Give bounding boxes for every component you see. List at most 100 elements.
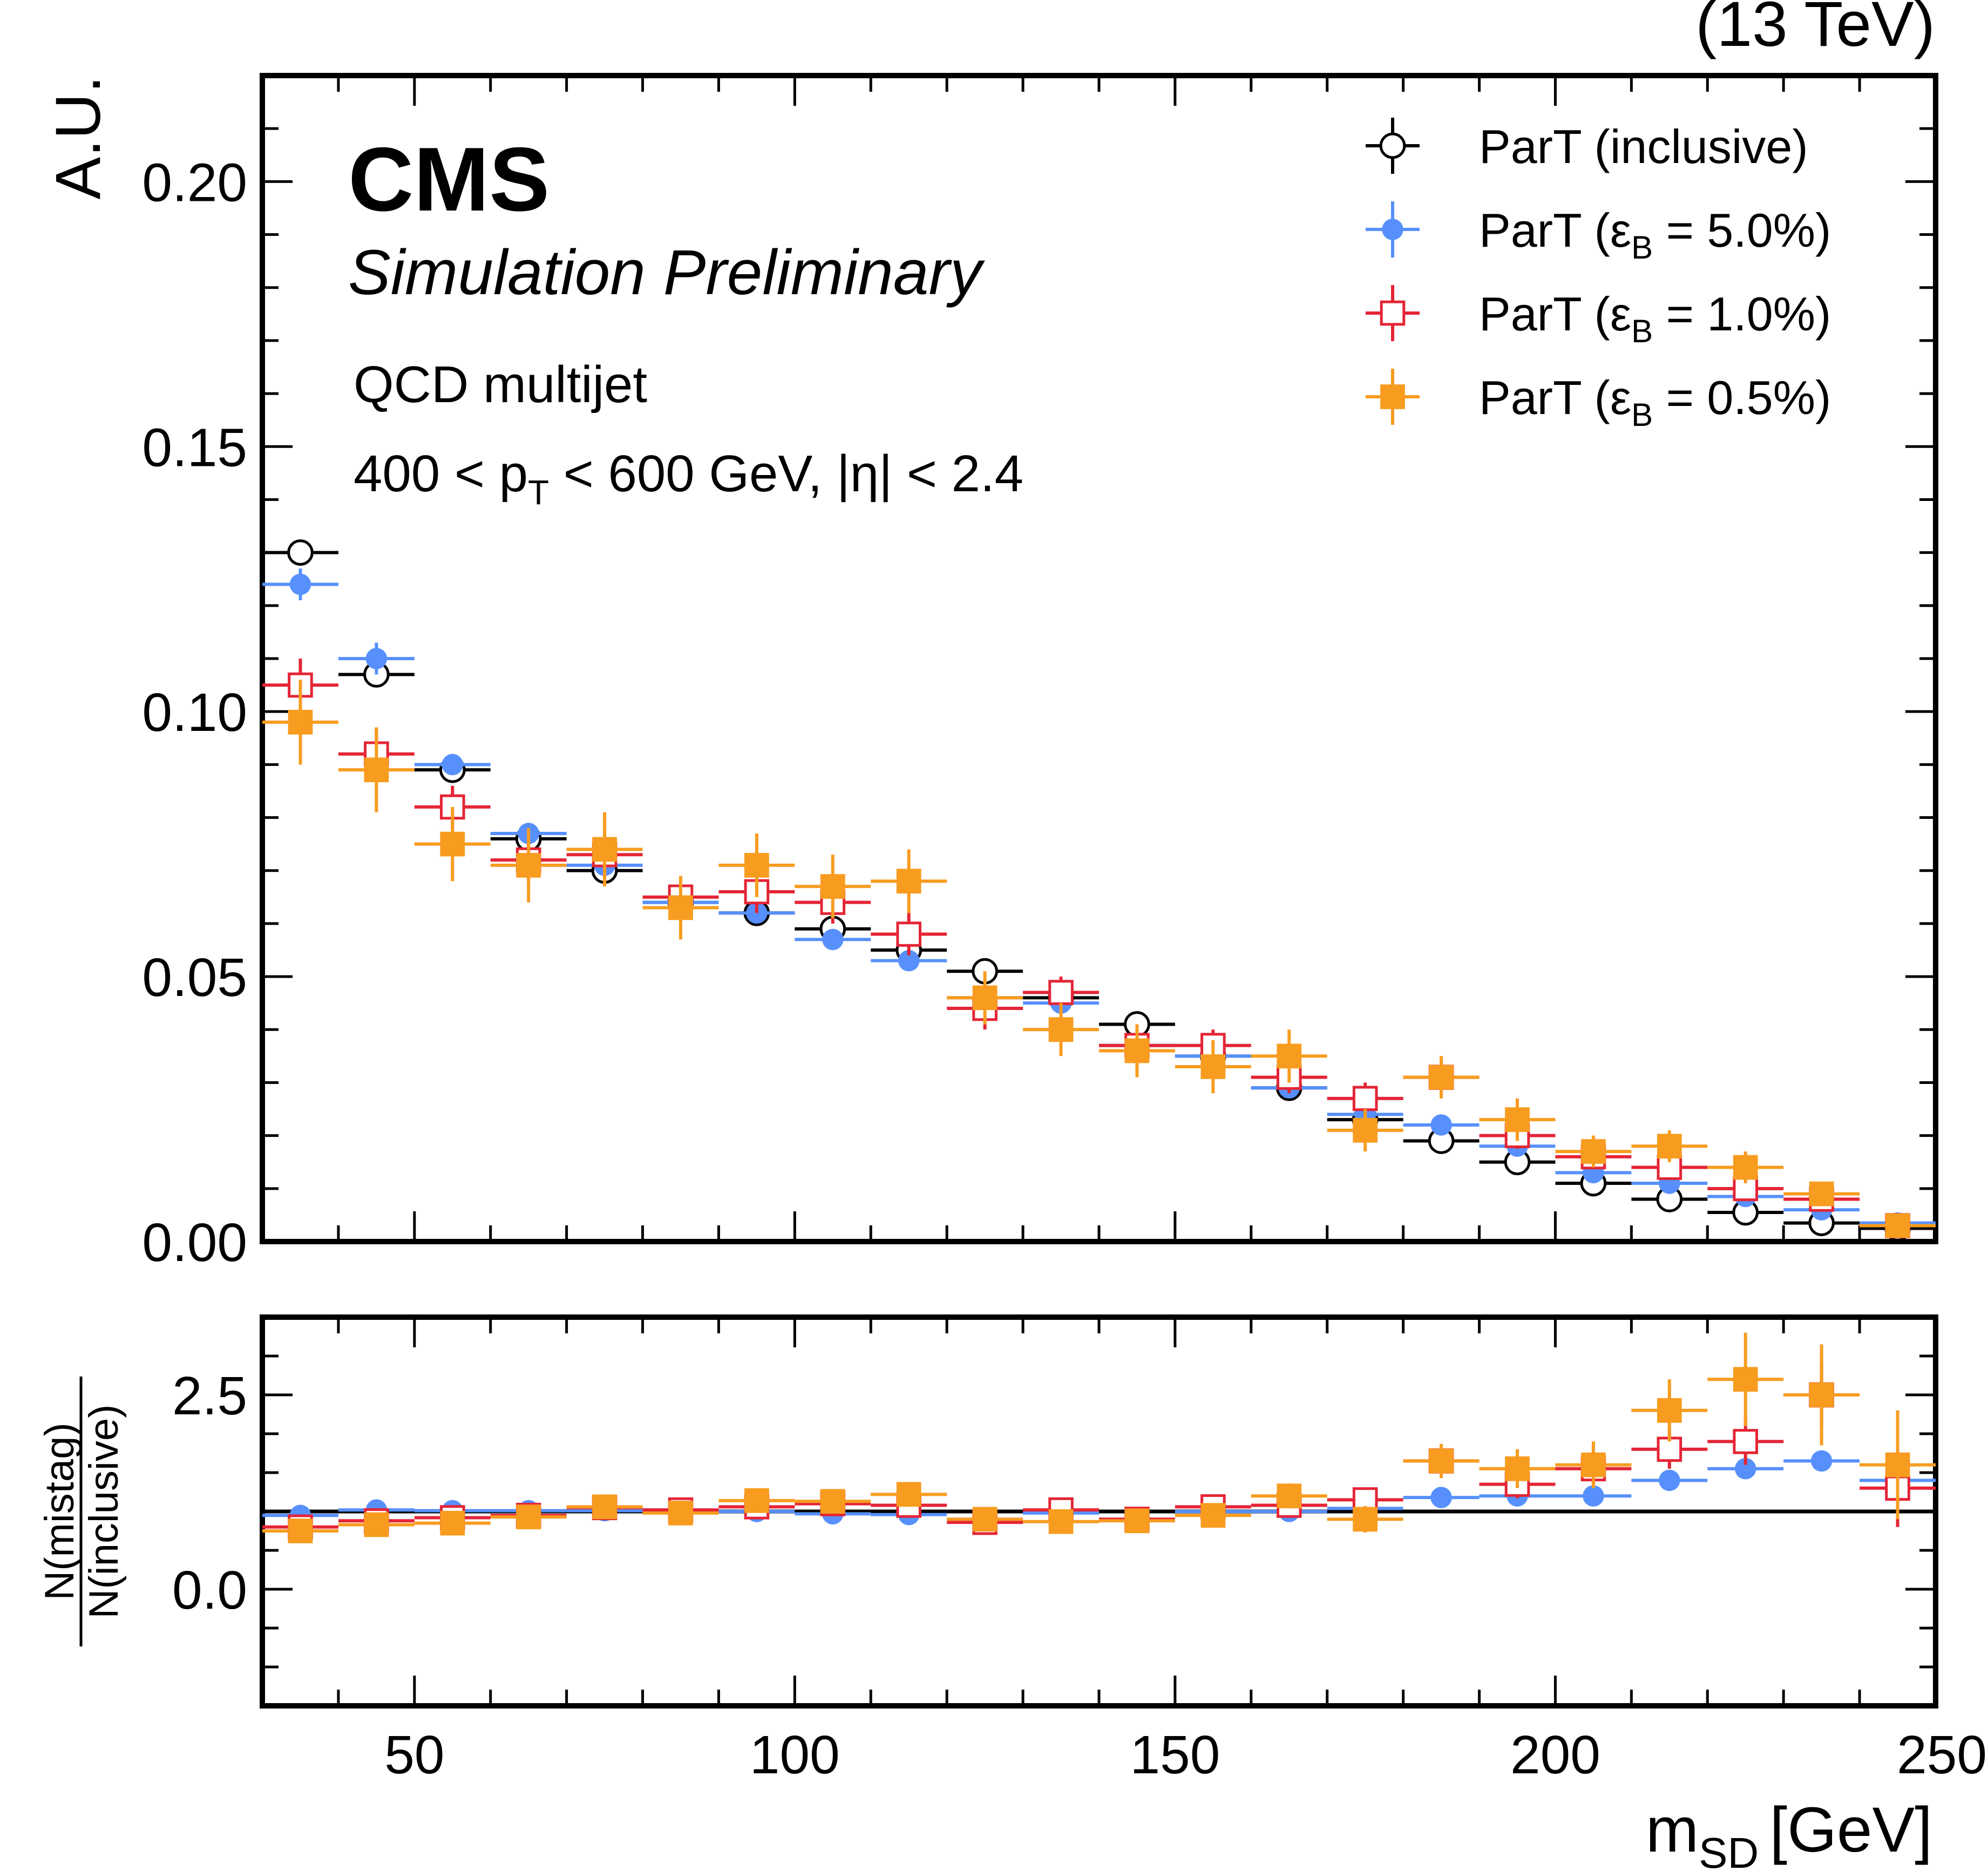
ratio-series-filled-square <box>262 1332 1936 1543</box>
x-tick-label: 150 <box>1130 1725 1220 1785</box>
data-marker <box>1581 1139 1606 1164</box>
data-marker <box>1885 1213 1910 1238</box>
data-marker <box>1734 1458 1756 1480</box>
legend-label: ParT (εB = 0.5%) <box>1479 371 1831 433</box>
data-marker <box>1430 1487 1452 1508</box>
data-marker <box>516 1504 541 1529</box>
selection-label: 400 < pT < 600 GeV, |η| < 2.4 <box>354 445 1023 512</box>
data-marker <box>440 1510 465 1536</box>
data-marker <box>592 1494 617 1520</box>
status-label: Simulation Preliminary <box>348 237 985 308</box>
x-tick-label: 50 <box>384 1725 444 1785</box>
x-axis-title: mSD [GeV] <box>1646 1794 1932 1871</box>
x-tick-labels: 50 100 150 200 250 <box>384 1725 1987 1785</box>
process-label: QCD multijet <box>354 356 647 413</box>
data-marker <box>1048 980 1074 1005</box>
ratio-y-denominator: N(inclusive) <box>81 1405 127 1619</box>
data-marker <box>1430 1114 1452 1136</box>
series-filled-circle <box>262 568 1936 1234</box>
main-y-axis-title: A.U. <box>43 76 114 200</box>
data-marker <box>744 853 769 878</box>
legend-entry: ParT (εB = 0.5%) <box>1366 369 1831 433</box>
data-marker <box>1733 1429 1759 1454</box>
y-tick-label: 2.5 <box>172 1366 247 1426</box>
y-tick-label: 0.0 <box>172 1560 247 1621</box>
legend-entry: ParT (inclusive) <box>1366 118 1808 174</box>
data-marker <box>1200 1054 1226 1079</box>
main-y-tick-labels: 0.00 0.05 0.10 0.15 0.20 <box>142 152 247 1273</box>
data-marker <box>1885 1452 1910 1477</box>
data-marker <box>288 1519 313 1543</box>
data-marker <box>972 985 998 1011</box>
data-marker <box>1380 300 1406 326</box>
y-tick-label: 0.05 <box>142 947 247 1008</box>
data-marker <box>896 1482 921 1507</box>
ratio-y-axis-title: N(mistag) N(inclusive) <box>37 1377 127 1646</box>
x-tick-label: 200 <box>1510 1725 1600 1785</box>
legend-label: ParT (inclusive) <box>1479 120 1808 173</box>
data-marker <box>898 950 920 972</box>
data-marker <box>364 1512 389 1537</box>
data-marker <box>1380 384 1405 409</box>
data-marker <box>440 831 465 857</box>
main-panel-series <box>262 539 1936 1242</box>
data-marker <box>1277 1043 1302 1069</box>
series-filled-square <box>262 680 1936 1238</box>
ratio-panel-ticks <box>261 1316 1937 1707</box>
ratio-panel-series <box>262 1332 1936 1543</box>
data-marker <box>1353 1507 1378 1532</box>
data-marker <box>1429 1065 1454 1090</box>
data-marker <box>1581 1452 1606 1477</box>
data-marker <box>896 869 921 894</box>
legend: ParT (inclusive) ParT (εB = 5.0%) ParT (εB… <box>1366 118 1831 433</box>
data-marker <box>972 1507 998 1532</box>
data-marker <box>1733 1367 1758 1392</box>
y-tick-label: 0.10 <box>142 682 247 743</box>
energy-label: (13 TeV) <box>1695 0 1935 60</box>
experiment-label: CMS <box>348 128 549 230</box>
data-marker <box>364 757 389 783</box>
y-tick-label: 0.20 <box>142 152 247 213</box>
series-open-square <box>262 659 1936 1238</box>
data-marker <box>288 709 313 735</box>
data-marker <box>1277 1483 1302 1509</box>
main-panel-ticks <box>261 74 1937 1243</box>
ratio-y-tick-labels: 0.0 2.5 <box>172 1366 247 1621</box>
data-marker <box>1733 1155 1758 1180</box>
data-marker <box>592 837 617 862</box>
legend-entry: ParT (εB = 1.0%) <box>1366 285 1831 349</box>
data-marker <box>442 754 464 776</box>
data-marker <box>1200 1503 1226 1528</box>
ratio-y-numerator: N(mistag) <box>37 1422 83 1600</box>
data-marker <box>1352 1086 1378 1111</box>
data-marker <box>1379 132 1406 159</box>
data-marker <box>365 648 388 669</box>
data-marker <box>896 921 922 947</box>
data-marker <box>820 1489 845 1514</box>
data-marker <box>668 1501 693 1526</box>
data-marker <box>1583 1485 1604 1507</box>
data-marker <box>822 928 844 951</box>
data-marker <box>1048 1509 1074 1534</box>
data-marker <box>1505 1456 1530 1481</box>
data-marker <box>1657 1134 1682 1159</box>
data-marker <box>1124 1508 1150 1534</box>
y-tick-label: 0.00 <box>142 1212 247 1273</box>
legend-label: ParT (εB = 5.0%) <box>1479 204 1831 266</box>
data-marker <box>1124 1038 1150 1063</box>
x-tick-label: 250 <box>1897 1725 1987 1785</box>
data-marker <box>1382 219 1403 240</box>
data-marker <box>1505 1107 1530 1133</box>
data-marker <box>1657 1398 1682 1423</box>
data-marker <box>1809 1382 1834 1407</box>
data-marker <box>1810 1450 1833 1472</box>
series-open-circle <box>262 539 1936 1242</box>
data-marker <box>1429 1448 1454 1474</box>
y-tick-label: 0.15 <box>142 417 247 478</box>
data-marker <box>1353 1117 1378 1143</box>
data-marker <box>744 1488 769 1513</box>
data-marker <box>1048 1017 1074 1042</box>
x-tick-label: 100 <box>750 1725 840 1785</box>
data-marker <box>820 874 845 899</box>
